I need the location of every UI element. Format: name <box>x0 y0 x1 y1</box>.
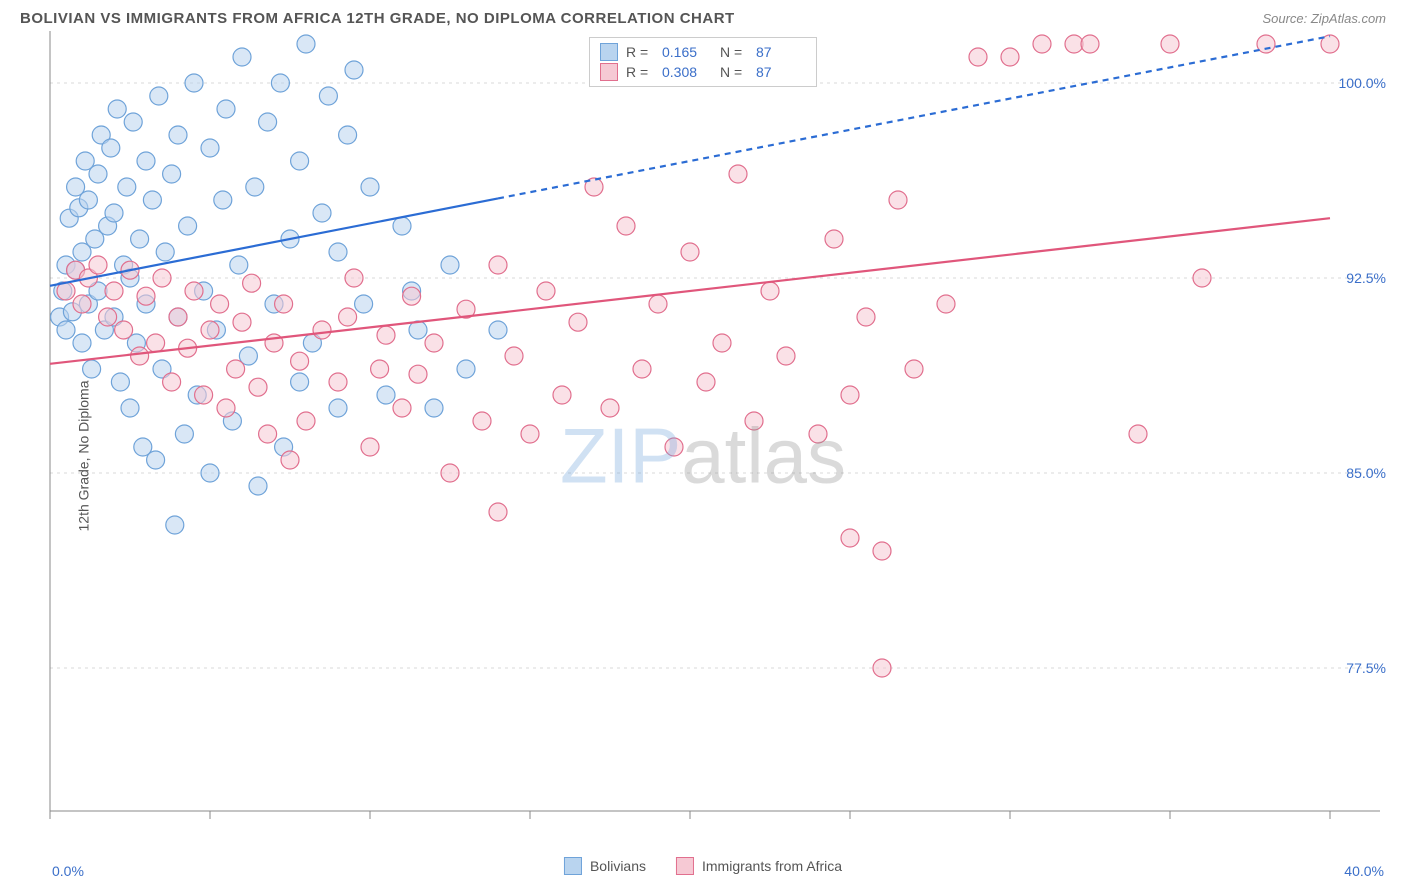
series-legend: Bolivians Immigrants from Africa <box>564 857 842 875</box>
legend-row-africa: R = 0.308 N = 87 <box>600 62 806 82</box>
chart-area: 12th Grade, No Diploma ZIPatlas R = 0.16… <box>0 31 1406 881</box>
legend-swatch-icon <box>600 63 618 81</box>
y-tick-label: 100.0% <box>1339 75 1386 91</box>
y-axis-label: 12th Grade, No Diploma <box>75 381 91 532</box>
chart-title: BOLIVIAN VS IMMIGRANTS FROM AFRICA 12TH … <box>20 10 735 27</box>
y-tick-label: 85.0% <box>1346 465 1386 481</box>
legend-swatch-icon <box>564 857 582 875</box>
legend-item-bolivians: Bolivians <box>564 857 646 875</box>
legend-row-bolivians: R = 0.165 N = 87 <box>600 42 806 62</box>
correlation-legend: R = 0.165 N = 87 R = 0.308 N = 87 <box>589 37 817 87</box>
x-axis-min-label: 0.0% <box>52 863 84 879</box>
source-label: Source: ZipAtlas.com <box>1262 11 1386 26</box>
legend-item-africa: Immigrants from Africa <box>676 857 842 875</box>
y-tick-label: 92.5% <box>1346 270 1386 286</box>
y-tick-label: 77.5% <box>1346 660 1386 676</box>
legend-swatch-icon <box>600 43 618 61</box>
scatter-plot-svg <box>0 31 1406 851</box>
legend-swatch-icon <box>676 857 694 875</box>
x-axis-max-label: 40.0% <box>1344 863 1384 879</box>
